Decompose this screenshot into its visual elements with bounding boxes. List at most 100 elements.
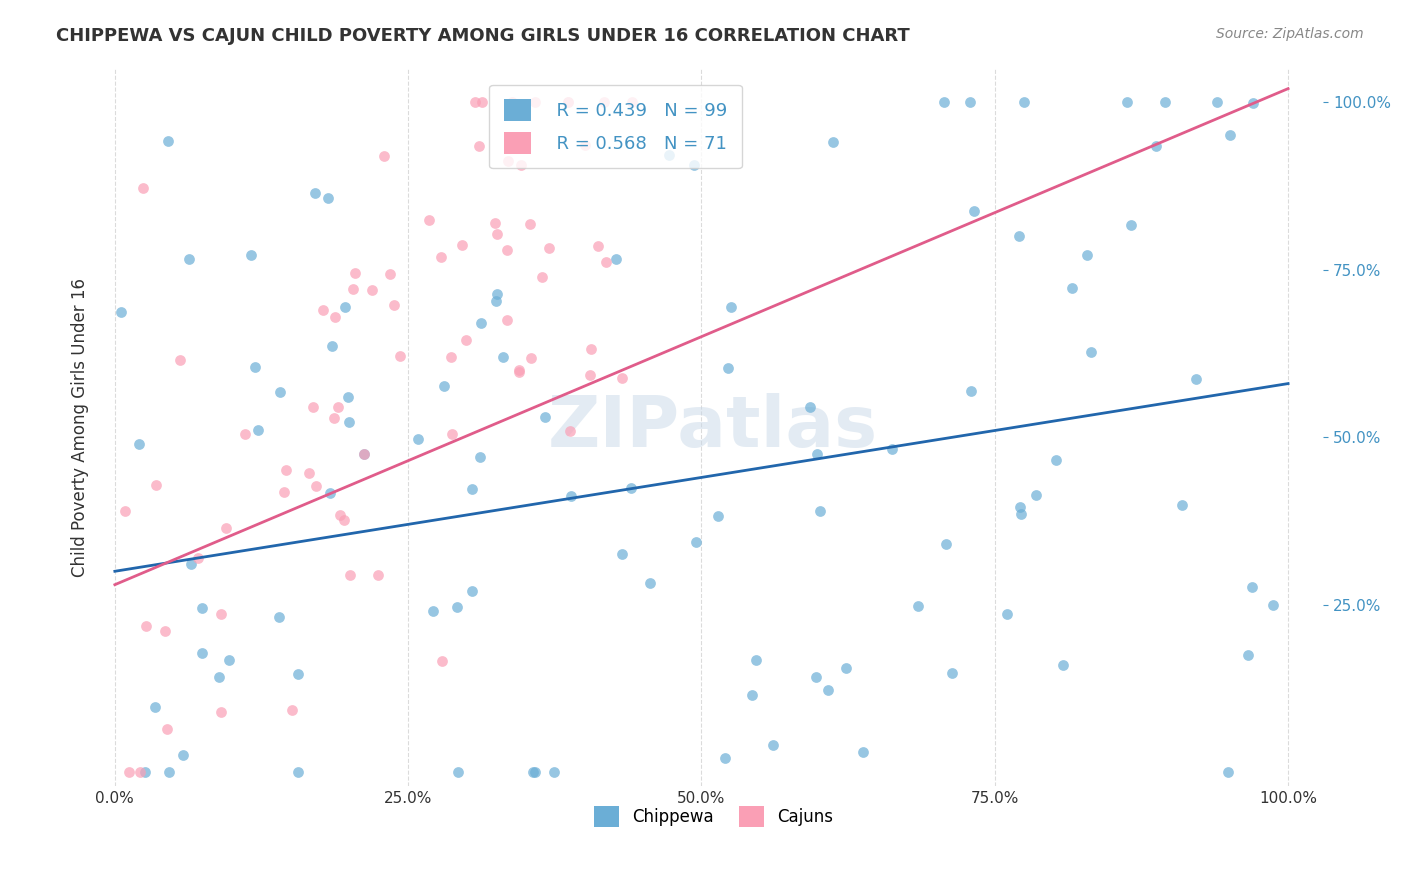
Point — [328, 400, 350, 414]
Point — [190, 601, 212, 615]
Point — [446, 600, 468, 615]
Point — [328, 508, 350, 522]
Point — [353, 447, 375, 461]
Point — [239, 248, 262, 262]
Point — [485, 227, 508, 241]
Point — [233, 426, 256, 441]
Point — [1236, 648, 1258, 662]
Point — [110, 305, 132, 319]
Point — [524, 765, 547, 780]
Point — [1144, 138, 1167, 153]
Point — [519, 217, 541, 231]
Point — [882, 442, 904, 456]
Point — [422, 604, 444, 618]
Point — [821, 135, 844, 149]
Point — [218, 653, 240, 667]
Point — [145, 478, 167, 492]
Point — [461, 482, 484, 496]
Point — [305, 479, 328, 493]
Point — [707, 508, 730, 523]
Point — [1080, 344, 1102, 359]
Text: Source: ZipAtlas.com: Source: ZipAtlas.com — [1216, 27, 1364, 41]
Point — [118, 765, 141, 780]
Text: ZIPatlas: ZIPatlas — [548, 392, 879, 462]
Y-axis label: Child Poverty Among Girls Under 16: Child Poverty Among Girls Under 16 — [72, 277, 89, 576]
Point — [470, 316, 492, 330]
Point — [333, 513, 356, 527]
Point — [745, 653, 768, 667]
Point — [935, 537, 957, 551]
Point — [592, 95, 614, 109]
Point — [1076, 248, 1098, 262]
Point — [524, 95, 547, 109]
Point — [191, 646, 214, 660]
Point — [129, 765, 152, 780]
Text: CHIPPEWA VS CAJUN CHILD POVERTY AMONG GIRLS UNDER 16 CORRELATION CHART: CHIPPEWA VS CAJUN CHILD POVERTY AMONG GI… — [56, 27, 910, 45]
Point — [741, 688, 763, 702]
Point — [496, 153, 519, 168]
Point — [169, 352, 191, 367]
Point — [484, 216, 506, 230]
Point — [907, 599, 929, 613]
Point — [153, 624, 176, 639]
Point — [209, 607, 232, 622]
Point — [301, 401, 323, 415]
Point — [319, 486, 342, 500]
Point — [685, 535, 707, 549]
Point — [835, 661, 858, 675]
Point — [522, 765, 544, 780]
Point — [321, 338, 343, 352]
Point — [1219, 128, 1241, 143]
Point — [1206, 95, 1229, 109]
Point — [378, 267, 401, 281]
Point — [1025, 488, 1047, 502]
Point — [180, 557, 202, 571]
Point — [337, 415, 360, 429]
Point — [508, 363, 530, 377]
Point — [156, 134, 179, 148]
Point — [557, 95, 579, 109]
Point — [533, 410, 555, 425]
Point — [446, 765, 468, 780]
Point — [187, 551, 209, 566]
Point — [461, 583, 484, 598]
Point — [470, 95, 492, 109]
Point — [267, 610, 290, 624]
Point — [558, 424, 581, 438]
Point — [430, 251, 453, 265]
Point — [620, 481, 643, 495]
Point — [762, 738, 785, 752]
Point — [276, 463, 298, 477]
Point — [209, 705, 232, 719]
Point — [621, 95, 644, 109]
Point — [468, 138, 491, 153]
Point — [143, 699, 166, 714]
Point — [1153, 95, 1175, 109]
Point — [273, 484, 295, 499]
Point — [1060, 281, 1083, 295]
Point — [485, 287, 508, 301]
Point — [806, 669, 828, 683]
Point — [496, 243, 519, 257]
Point — [157, 765, 180, 780]
Point — [799, 400, 821, 414]
Point — [114, 504, 136, 518]
Point — [1010, 508, 1032, 522]
Point — [579, 343, 602, 357]
Point — [1185, 372, 1208, 386]
Point — [247, 423, 270, 437]
Point — [433, 379, 456, 393]
Point — [720, 300, 742, 314]
Point — [298, 466, 321, 480]
Point — [683, 158, 706, 172]
Point — [717, 361, 740, 376]
Point — [543, 765, 565, 780]
Point — [316, 191, 339, 205]
Point — [323, 411, 346, 425]
Point — [1241, 580, 1264, 594]
Point — [382, 298, 405, 312]
Point — [714, 750, 737, 764]
Point — [440, 350, 463, 364]
Point — [135, 619, 157, 633]
Point — [1241, 96, 1264, 111]
